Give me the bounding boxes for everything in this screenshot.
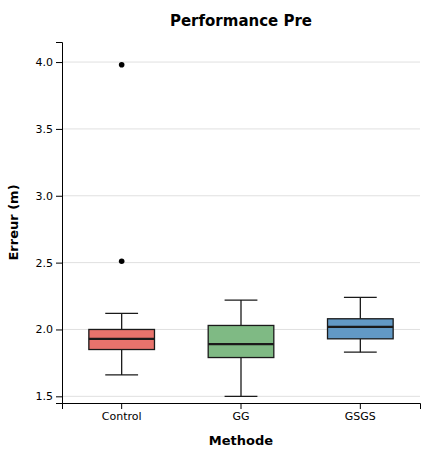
box xyxy=(328,319,394,339)
box-group xyxy=(89,62,155,375)
title: Performance Pre xyxy=(170,12,312,30)
x-tick-mark xyxy=(360,403,361,409)
x-tick-label: GSGS xyxy=(345,410,376,423)
grid xyxy=(62,62,420,396)
chart: 1.5 2.0 2.5 3.0 3.5 4.0 Control GG GSGS Performan… xyxy=(0,0,436,459)
x-tick-mark xyxy=(241,403,242,409)
box xyxy=(208,325,274,357)
cap-low xyxy=(105,374,138,375)
y-tick: 4.0 xyxy=(36,56,63,69)
y-tick-label: 2.5 xyxy=(36,257,54,270)
x-tick-label: Control xyxy=(102,410,142,423)
box xyxy=(89,329,155,349)
y-tick-label: 3.0 xyxy=(36,190,54,203)
median xyxy=(208,343,274,345)
boxes xyxy=(89,62,393,396)
whisker-low xyxy=(121,350,122,375)
y-axis-line xyxy=(56,43,63,404)
median xyxy=(328,326,394,328)
x-tick-label: GG xyxy=(232,410,249,423)
y-tick-mark xyxy=(56,129,62,130)
y-tick-mark xyxy=(56,396,62,397)
grid-line xyxy=(62,396,420,397)
y-axis: 1.5 2.0 2.5 3.0 3.5 4.0 xyxy=(36,43,63,404)
whisker-high xyxy=(240,300,241,325)
y-tick-label: 4.0 xyxy=(36,56,54,69)
grid-line xyxy=(62,195,420,196)
y-tick-mark xyxy=(56,196,62,197)
y-tick-label: 2.0 xyxy=(36,323,54,336)
flier xyxy=(119,62,125,68)
whisker-high xyxy=(121,313,122,329)
y-axis-title: Erreur (m) xyxy=(6,184,21,260)
whisker-low xyxy=(240,358,241,397)
y-tick-mark xyxy=(56,263,62,264)
y-tick-mark xyxy=(56,62,62,63)
cap-low xyxy=(344,352,377,353)
y-tick: 2.0 xyxy=(36,323,63,336)
x-tick: GG xyxy=(232,403,249,423)
x-tick-mark xyxy=(121,403,122,409)
y-tick-label: 3.5 xyxy=(36,123,54,136)
y-tick: 2.5 xyxy=(36,257,63,270)
y-tick: 1.5 xyxy=(36,390,63,403)
x-axis-title: Methode xyxy=(209,433,273,448)
flier xyxy=(119,258,125,264)
x-tick: GSGS xyxy=(345,403,376,423)
y-tick: 3.0 xyxy=(36,190,63,203)
x-axis: Control GG GSGS xyxy=(63,403,421,423)
y-tick: 3.5 xyxy=(36,123,63,136)
median xyxy=(89,338,155,340)
x-axis-line xyxy=(63,404,421,410)
y-tick-label: 1.5 xyxy=(36,390,54,403)
grid-line xyxy=(62,128,420,129)
cap-high xyxy=(105,313,138,314)
grid-line xyxy=(62,262,420,263)
box-group xyxy=(208,300,274,396)
y-tick-mark xyxy=(56,329,62,330)
box-group xyxy=(328,297,394,352)
cap-high xyxy=(344,297,377,298)
whisker-high xyxy=(360,297,361,318)
x-tick: Control xyxy=(102,403,142,423)
plot-area: 1.5 2.0 2.5 3.0 3.5 4.0 Control GG GSGS xyxy=(36,43,421,423)
grid-line xyxy=(62,62,420,63)
whisker-low xyxy=(360,339,361,352)
cap-low xyxy=(225,396,258,397)
cap-high xyxy=(225,299,258,300)
